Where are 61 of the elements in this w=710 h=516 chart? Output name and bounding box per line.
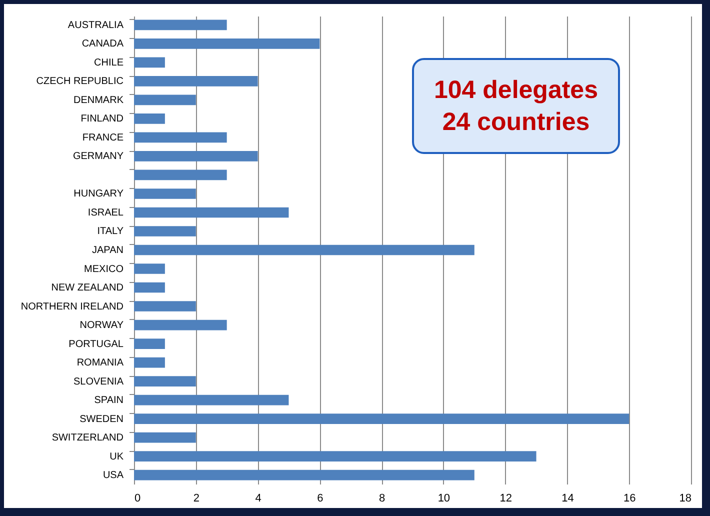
- x-tick-label: 18: [679, 492, 692, 504]
- x-tick-label: 0: [134, 492, 141, 504]
- x-tick-label: 2: [193, 492, 200, 504]
- x-tick-label: 4: [255, 492, 262, 504]
- x-tick-label: 14: [562, 492, 574, 504]
- y-tick-label: HUNGARY: [74, 188, 124, 200]
- bar: [134, 414, 630, 424]
- x-tick-label: 10: [438, 492, 450, 504]
- bar: [134, 338, 165, 349]
- y-tick-label: CHILE: [94, 57, 124, 68]
- bar: [134, 376, 196, 386]
- bar: [134, 207, 289, 218]
- y-tick-label: AUSTRALIA: [68, 20, 124, 31]
- bar: [134, 151, 258, 162]
- y-tick-label: FRANCE: [82, 132, 124, 144]
- bar: [134, 451, 536, 462]
- y-tick-label: SWEDEN: [80, 414, 124, 425]
- y-tick-label: CANADA: [82, 38, 124, 50]
- bar: [134, 170, 227, 180]
- bar: [134, 357, 165, 368]
- bar: [134, 94, 196, 106]
- bar: [134, 226, 196, 236]
- y-tick-label: NEW ZEALAND: [51, 282, 124, 294]
- x-tick-label: 12: [500, 492, 512, 504]
- y-tick-label: CZECH REPUBLIC: [36, 76, 124, 88]
- bar: [134, 20, 227, 30]
- bar: [134, 320, 227, 330]
- bar: [134, 188, 196, 199]
- annotation: 24 countries: [442, 107, 590, 138]
- y-tick-label: SWITZERLAND: [52, 432, 124, 444]
- annotation: 104 delegates: [434, 75, 598, 106]
- bar: [134, 114, 165, 124]
- y-tick-label: UK: [110, 451, 124, 462]
- bar: [134, 394, 289, 406]
- y-tick-label: PORTUGAL: [68, 338, 124, 350]
- bar: [134, 432, 196, 443]
- bar: [134, 38, 320, 49]
- y-tick-label: DENMARK: [73, 94, 124, 106]
- y-tick-label: GERMANY: [72, 151, 124, 162]
- x-tick-label: 8: [378, 492, 386, 504]
- y-tick-label: ITALY: [97, 226, 124, 238]
- y-tick-label: ISRAEL: [88, 207, 124, 218]
- x-tick-label: 6: [317, 492, 324, 504]
- bar: [134, 57, 165, 68]
- bar: [134, 282, 165, 293]
- y-tick-label: ROMANIA: [76, 358, 124, 369]
- bar: [134, 264, 165, 274]
- y-tick-label: SPAIN: [94, 395, 124, 406]
- y-tick-label: NORWAY: [80, 320, 124, 332]
- y-tick-label: MEXICO: [84, 264, 124, 275]
- bar: [134, 132, 227, 143]
- y-tick-label: USA: [102, 470, 124, 482]
- x-tick-label: 16: [623, 492, 636, 504]
- bar: [134, 244, 474, 256]
- bar: [134, 76, 258, 86]
- y-tick-label: JAPAN: [92, 245, 124, 256]
- y-tick-label: FINLAND: [80, 114, 124, 125]
- y-tick-label: NORTHERN IRELAND: [20, 301, 124, 312]
- bar: [134, 301, 196, 312]
- bar: [134, 470, 474, 480]
- y-tick-label: SLOVENIA: [73, 376, 124, 388]
